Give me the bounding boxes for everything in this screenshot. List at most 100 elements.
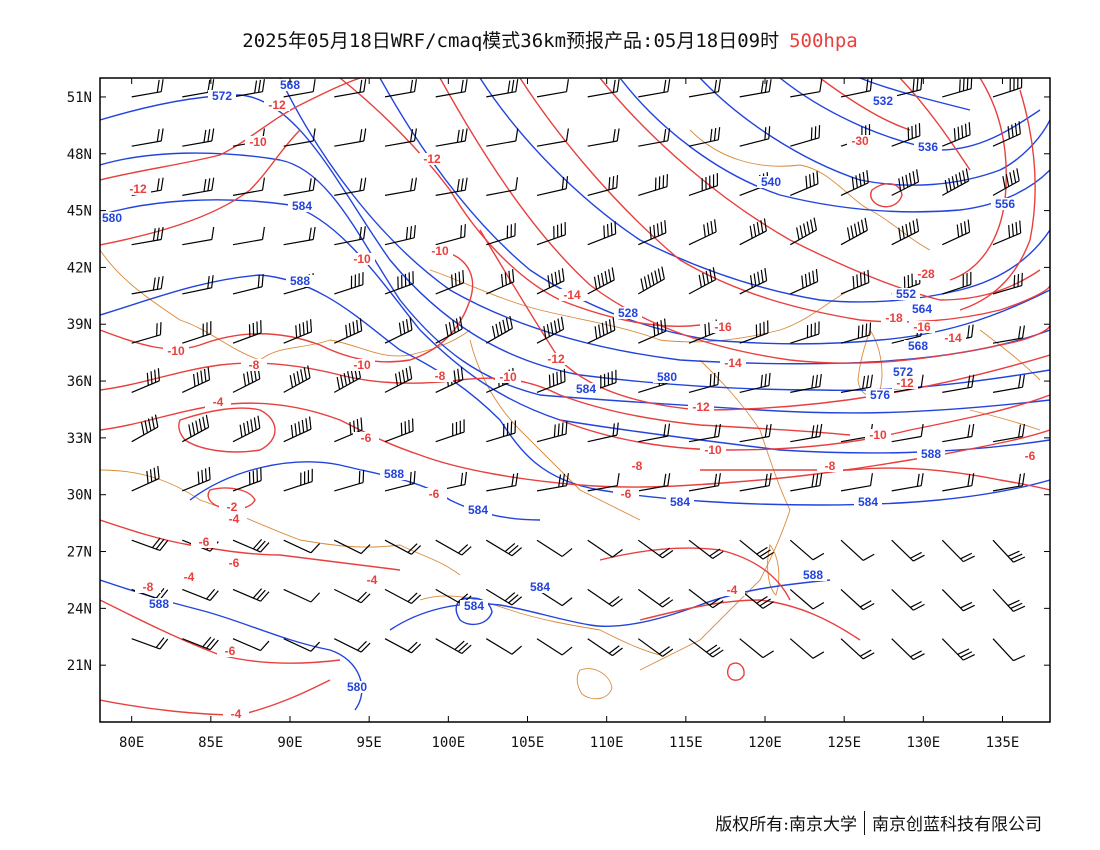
temp-label: -10 — [431, 244, 449, 258]
wind-barb — [841, 630, 874, 662]
lon-tick-label: 110E — [590, 735, 624, 751]
wind-barb — [486, 628, 521, 656]
height-label: 588 — [149, 597, 169, 611]
lon-tick-label: 130E — [906, 735, 940, 751]
wind-barb — [588, 530, 623, 559]
height-label: 584 — [292, 199, 312, 213]
wind-barb — [890, 473, 926, 491]
copyright-right: 南京创蓝科技有限公司 — [872, 810, 1042, 835]
wind-barb — [836, 270, 872, 294]
wind-barb — [991, 424, 1027, 442]
temp-label: -4 — [213, 395, 224, 409]
height-label: 584 — [468, 503, 488, 517]
temp-label: -6 — [361, 431, 372, 445]
wind-barb — [738, 424, 774, 442]
temp-contour-30 — [820, 78, 970, 170]
wind-barb — [130, 276, 166, 294]
wind-barb — [130, 227, 166, 245]
wind-barb — [130, 79, 166, 97]
height-label: 532 — [873, 94, 893, 108]
wind-barb — [790, 630, 824, 661]
wind-barb — [180, 178, 216, 196]
wind-barb — [588, 579, 623, 608]
temp-label: -14 — [563, 288, 581, 302]
lon-tick-label: 85E — [198, 735, 223, 751]
wind-barb — [180, 128, 216, 146]
wind-barb — [537, 629, 572, 658]
height-label: 568 — [908, 339, 928, 353]
height-label: 584 — [576, 382, 596, 396]
wind-barb — [229, 320, 265, 343]
wind-barb — [127, 368, 163, 392]
lat-tick-label: 48N — [67, 147, 92, 163]
wind-barb — [993, 631, 1025, 664]
height-label: 584 — [858, 495, 878, 509]
wind-barb — [279, 417, 315, 442]
height-label: 580 — [347, 680, 367, 694]
boundary-northeast — [690, 130, 930, 250]
wind-barb — [886, 169, 922, 195]
wind-barb — [841, 581, 874, 613]
wind-barb — [687, 473, 723, 491]
temp-label: -12 — [692, 400, 710, 414]
wind-barb — [233, 578, 269, 602]
temp-contour-10 — [100, 250, 473, 362]
wind-barb — [481, 269, 517, 294]
wind-barb — [892, 630, 925, 662]
height-label: 564 — [912, 302, 932, 316]
lon-tick-label: 120E — [748, 735, 782, 751]
lat-tick-label: 45N — [67, 204, 92, 220]
wind-barb — [179, 321, 215, 343]
wind-barb — [993, 581, 1025, 614]
wind-barb — [385, 628, 421, 655]
height-label: 588 — [384, 467, 404, 481]
height-label: 576 — [870, 388, 890, 402]
wind-barb — [636, 79, 672, 97]
wind-barb — [588, 629, 623, 658]
temp-label: -30 — [851, 134, 869, 148]
temp-label: -16 — [913, 320, 931, 334]
temp-label: -14 — [724, 356, 742, 370]
wind-barb — [533, 222, 569, 245]
lat-tick-label: 30N — [67, 488, 92, 504]
wind-barb — [839, 473, 875, 491]
wind-barb — [991, 375, 1027, 393]
temp-label: -4 — [231, 707, 242, 721]
wind-barb — [284, 579, 320, 604]
wind-barb — [787, 321, 823, 343]
temp-label: -4 — [367, 573, 378, 587]
wind-barb — [486, 530, 521, 558]
copyright-left: 版权所有:南京大学 — [715, 810, 857, 835]
wind-barb — [736, 320, 772, 343]
lon-tick-label: 135E — [986, 735, 1020, 751]
lon-tick-label: 95E — [357, 735, 382, 751]
height-contour-580 — [100, 200, 1050, 453]
wind-barb — [434, 79, 470, 97]
wind-barb — [738, 79, 774, 97]
wind-barb — [233, 529, 269, 553]
lon-tick-label: 80E — [119, 735, 144, 751]
temp-label: -8 — [632, 459, 643, 473]
wind-barb — [280, 469, 316, 491]
wind-barb — [942, 532, 974, 565]
wind-barb — [841, 531, 874, 563]
wind-barb — [486, 579, 521, 607]
wind-barb — [586, 128, 622, 146]
wind-barb — [380, 366, 416, 392]
wind-barb — [533, 369, 569, 392]
wind-barb — [988, 121, 1024, 146]
wind-barb — [230, 274, 266, 294]
wind-barb — [988, 221, 1024, 245]
height-label: 536 — [918, 140, 938, 154]
temp-label: -6 — [429, 487, 440, 501]
lat-tick-label: 42N — [67, 260, 92, 276]
wind-barb — [836, 170, 872, 195]
temp-label: -12 — [547, 352, 565, 366]
temp-label: -10 — [167, 344, 185, 358]
wind-barb — [228, 416, 264, 442]
wind-barb — [180, 227, 216, 245]
wind-barb — [737, 126, 773, 146]
wind-barb — [940, 424, 976, 442]
wind-barb — [231, 178, 267, 196]
temp-label: -12 — [896, 376, 914, 390]
